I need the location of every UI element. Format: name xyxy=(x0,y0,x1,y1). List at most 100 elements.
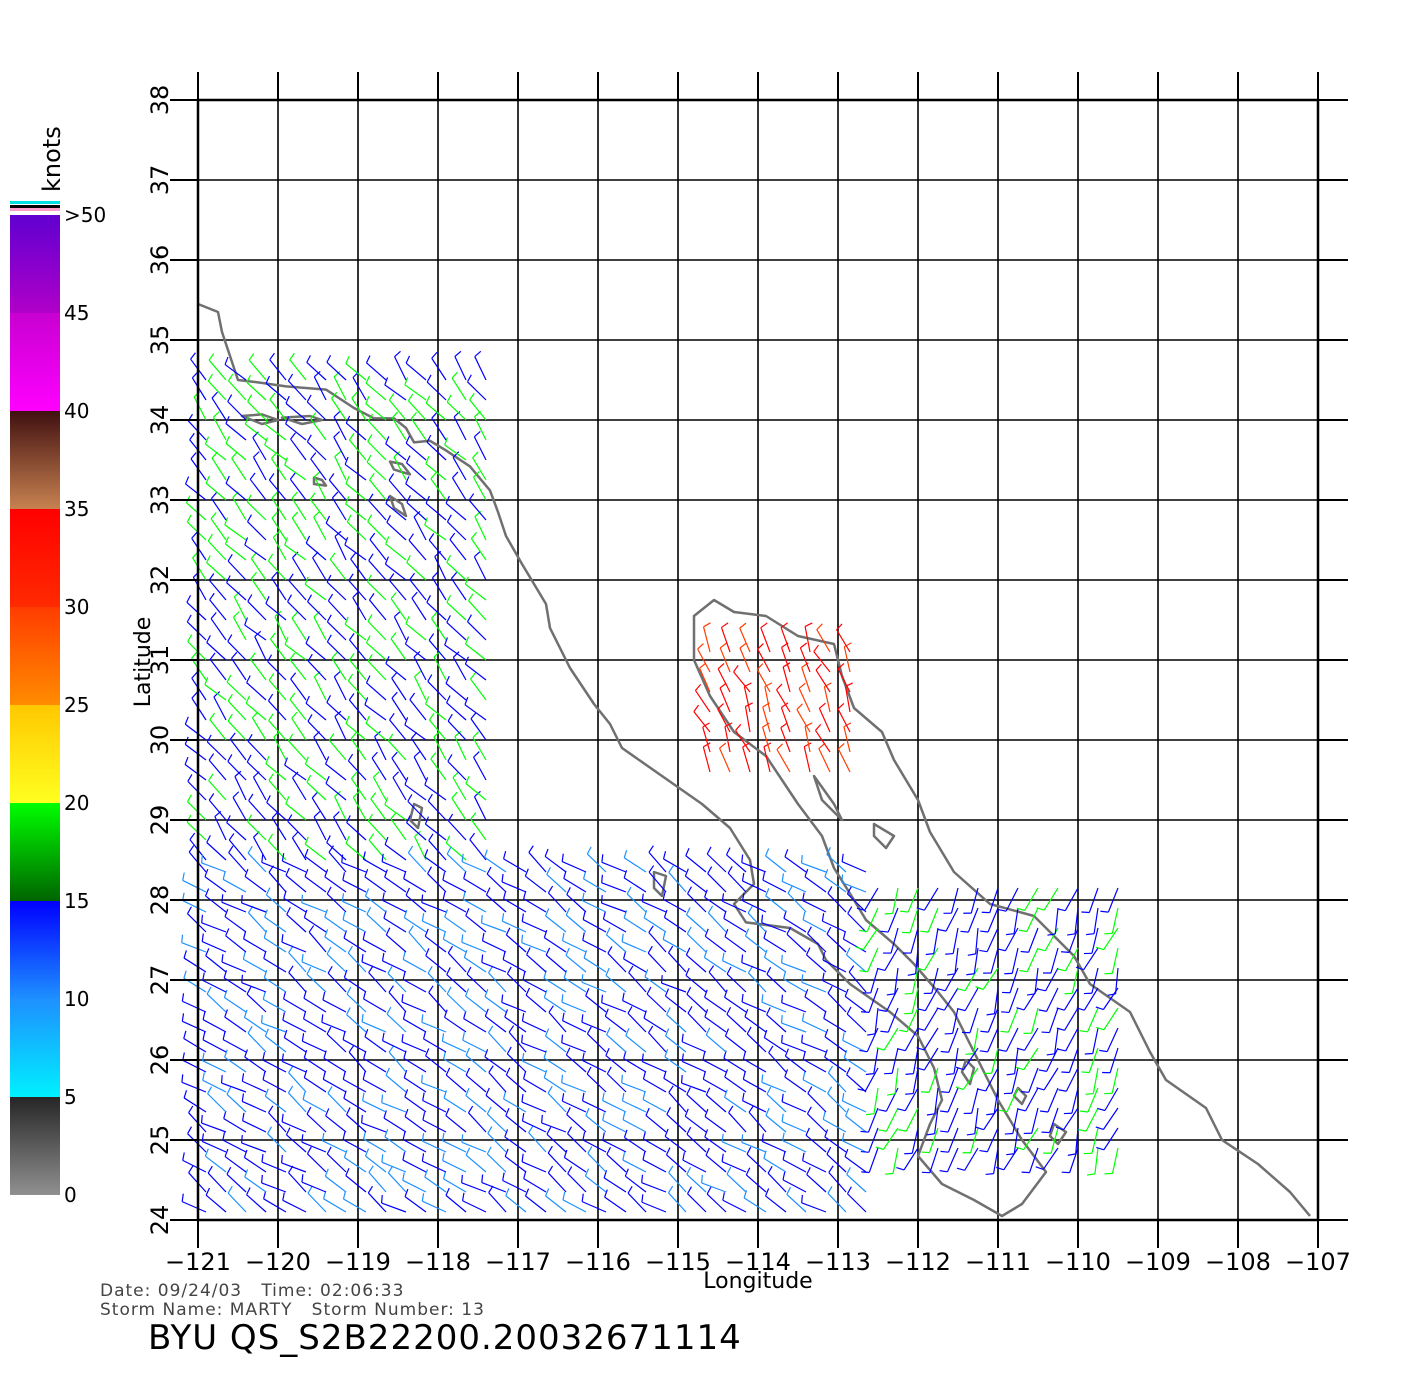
wind-barb xyxy=(246,993,267,1013)
wind-barb xyxy=(602,1100,627,1113)
wind-barb xyxy=(388,399,407,421)
wind-barb xyxy=(425,1055,447,1073)
wind-barb xyxy=(304,583,327,601)
wind-barb xyxy=(401,1041,427,1053)
wind-barb xyxy=(263,977,287,993)
wind-barb-flag xyxy=(186,594,192,603)
wind-barb-flag xyxy=(641,1174,644,1183)
wind-barb-flag xyxy=(837,742,845,750)
wind-barb xyxy=(422,1160,447,1173)
wind-barb-flag xyxy=(405,435,411,444)
wind-barb xyxy=(442,879,467,893)
wind-barb xyxy=(603,1177,627,1193)
wind-barb-flag xyxy=(465,1147,471,1156)
wind-barb-flag xyxy=(761,1133,764,1142)
wind-barb xyxy=(261,1022,287,1033)
wind-barb-flag xyxy=(264,437,268,446)
wind-barb xyxy=(1012,1107,1019,1134)
wind-barb xyxy=(562,1020,587,1033)
wind-barb-flag xyxy=(1060,951,1070,953)
wind-barb-flag xyxy=(262,1071,266,1080)
wind-barb-flag xyxy=(541,1114,543,1123)
wind-barb xyxy=(582,1060,607,1073)
wind-barb-flag xyxy=(268,473,275,481)
wind-barb xyxy=(326,621,347,641)
wind-barb xyxy=(246,501,267,521)
wind-barb xyxy=(186,502,207,521)
wind-barb xyxy=(344,1156,367,1173)
lon-tick-label: −118 xyxy=(405,1248,471,1276)
wind-barb xyxy=(945,907,959,932)
wind-barb-flag xyxy=(900,910,909,913)
wind-barb-flag xyxy=(307,594,313,602)
wind-barb-flag xyxy=(726,1166,732,1175)
wind-barb xyxy=(385,563,407,581)
wind-barb xyxy=(307,1192,327,1213)
wind-barb xyxy=(728,1112,747,1133)
wind-barb xyxy=(363,1058,387,1073)
wind-barb xyxy=(843,646,851,673)
wind-barb xyxy=(1103,1127,1119,1151)
wind-barb xyxy=(465,643,487,661)
wind-barb-flag xyxy=(473,471,480,478)
wind-barb xyxy=(291,517,307,541)
wind-barb xyxy=(213,696,227,721)
wind-barb-flag xyxy=(391,691,398,699)
wind-barb-flag xyxy=(361,953,364,963)
wind-barb xyxy=(473,796,487,821)
wind-barb xyxy=(1007,1007,1019,1033)
wind-barb xyxy=(469,399,487,421)
wind-barb xyxy=(313,616,327,641)
wind-barb-flag xyxy=(905,1073,914,1075)
wind-barb xyxy=(586,853,607,873)
wind-barb xyxy=(192,576,207,601)
wind-barb xyxy=(986,927,999,952)
wind-barb-flag xyxy=(780,1015,783,1024)
wind-barb xyxy=(421,1082,447,1093)
wind-barb-flag xyxy=(486,1146,492,1155)
wind-barb xyxy=(606,1073,627,1093)
wind-barb xyxy=(267,700,287,721)
wind-barb xyxy=(701,1182,727,1193)
wind-barb xyxy=(405,362,427,381)
wind-barb-flag xyxy=(469,392,475,401)
wind-barb xyxy=(641,901,667,913)
wind-barb xyxy=(1005,1027,1019,1052)
wind-barb-flag xyxy=(207,533,213,542)
wind-barb-flag xyxy=(381,853,384,862)
wind-barb-flag xyxy=(521,1013,525,1022)
wind-barb-flag xyxy=(241,1073,245,1082)
wind-barb-flag xyxy=(224,1049,228,1058)
wind-barb-flag xyxy=(567,1166,573,1174)
wind-barb-flag xyxy=(487,1025,494,1034)
wind-barb xyxy=(1050,947,1059,974)
wind-barb-flag xyxy=(208,353,215,361)
wind-barb xyxy=(404,1096,427,1113)
wind-barb-flag xyxy=(782,662,791,668)
wind-barb-flag xyxy=(466,374,472,383)
wind-barb xyxy=(1071,967,1079,994)
wind-barb-flag xyxy=(524,1188,530,1197)
wind-barb xyxy=(281,1121,307,1133)
wind-barb xyxy=(681,1060,707,1073)
wind-barb xyxy=(504,1155,527,1173)
wind-barb xyxy=(271,497,287,521)
wind-barb xyxy=(452,457,467,481)
wind-barb xyxy=(885,1107,899,1132)
wind-barb xyxy=(873,1087,879,1114)
wind-barb xyxy=(843,726,851,753)
wind-barb-flag xyxy=(233,590,241,598)
wind-barb xyxy=(733,671,751,693)
wind-barb-flag xyxy=(581,892,585,901)
wind-barb xyxy=(333,436,347,461)
wind-barb-flag xyxy=(333,431,341,438)
wind-barb-flag xyxy=(227,394,233,402)
wind-barb-flag xyxy=(211,391,218,399)
wind-barb xyxy=(366,682,387,701)
lat-tick-label: 36 xyxy=(146,245,174,276)
wind-barb-flag xyxy=(926,1113,935,1116)
wind-barb-flag xyxy=(822,952,826,961)
wind-barb xyxy=(224,916,247,933)
wind-barb-flag xyxy=(310,412,317,420)
wind-barb-flag xyxy=(343,1149,348,1158)
